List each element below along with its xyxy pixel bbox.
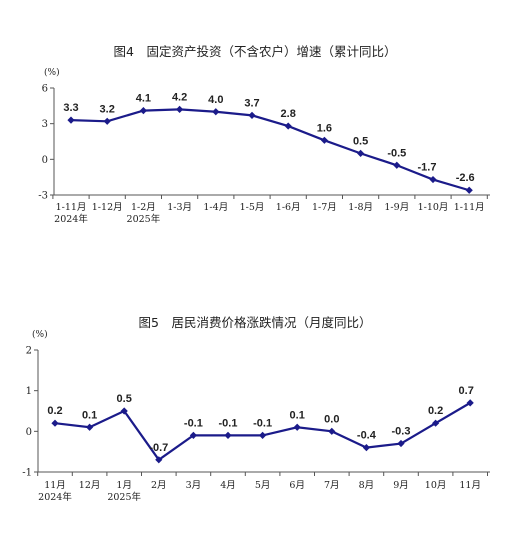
chart2-data-label: 0.5 (117, 393, 132, 405)
chart2-data-point (362, 444, 370, 452)
chart1-unit-label: (%) (44, 67, 60, 78)
chart1-xtick-label: 1-8月 (348, 202, 373, 213)
chart2-data-label: -0.1 (253, 417, 272, 429)
chart2-ytick-label: 1 (26, 386, 32, 397)
chart1-ytick-label: 0 (42, 155, 48, 166)
chart2-data-point (86, 423, 94, 431)
chart2-data-point (224, 431, 232, 439)
chart2-data-label: 0.1 (82, 409, 97, 421)
chart2-data-label: 0.0 (324, 413, 339, 425)
chart1-xtick-label: 1-12月 (92, 202, 123, 213)
cpi-chart: 图5 居民消费价格涨跌情况（月度同比） (%) 210-111月2024年12月… (22, 315, 490, 503)
chart2-ytick-label: 0 (26, 427, 32, 438)
chart1-data-label: 4.2 (172, 91, 187, 103)
chart1-xtick-sublabel: 2024年 (54, 213, 88, 225)
chart1-xtick-label: 1-5月 (240, 202, 265, 213)
chart2-xtick-label: 7月 (324, 480, 340, 491)
chart1-data-label: 4.0 (208, 94, 223, 106)
chart1-data-label: -1.7 (418, 162, 437, 174)
chart2-xtick-label: 11月 (459, 480, 481, 491)
chart1-data-point (139, 106, 147, 115)
chart2-xtick-sublabel: 2025年 (107, 491, 141, 503)
chart1-data-label: 4.1 (136, 93, 151, 105)
chart1-data-point (212, 108, 220, 116)
chart2-data-point (293, 423, 301, 431)
chart2-data-point (432, 419, 440, 427)
chart1-ytick-label: -3 (38, 191, 48, 202)
chart2-xtick-label: 8月 (359, 480, 375, 491)
chart1-xtick-label: 1-7月 (312, 202, 337, 213)
chart1-data-label: 3.3 (63, 102, 78, 114)
chart2-data-label: 0.2 (47, 405, 62, 417)
chart1-xtick-sublabel: 2025年 (127, 213, 161, 225)
chart1-data-point (429, 175, 437, 184)
chart2-title: 图5 居民消费价格涨跌情况（月度同比） (139, 315, 372, 330)
chart2-data-point (397, 439, 405, 448)
chart2-xtick-sublabel: 2024年 (38, 491, 72, 503)
chart1-xtick-label: 1-11月 (56, 202, 87, 213)
chart1-title: 图4 固定资产投资（不含农户）增速（累计同比） (114, 44, 397, 59)
chart2-unit-label: (%) (32, 329, 48, 340)
chart2-data-label: -0.1 (184, 417, 203, 429)
chart1-marks: 3.3 3.2 4.1 4.2 4.0 3.7 2.8 1.6 0.5 -0.5 -1.7 -2.6 (63, 91, 475, 194)
chart1-data-label: 3.7 (244, 97, 259, 109)
chart1-data-point (320, 136, 328, 144)
chart2-xtick-label: 3月 (186, 480, 202, 491)
chart2-xtick-label: 10月 (425, 480, 447, 491)
chart2-data-label: -0.1 (219, 417, 238, 429)
chart1-ytick-label: 6 (42, 84, 48, 95)
chart2-xtick-label: 4月 (220, 480, 236, 491)
chart1-data-point (248, 111, 256, 119)
chart1-series-line (70, 108, 470, 192)
chart1-data-label: 2.8 (281, 108, 296, 120)
chart1-data-point (393, 161, 401, 169)
chart2-xtick-label: 1月 (116, 480, 132, 491)
chart2-ytick-label: -1 (22, 468, 32, 479)
chart1-data-point (284, 122, 292, 130)
chart1-data-point (67, 116, 75, 124)
chart1-data-label: -2.6 (456, 172, 475, 184)
chart1-data-point (465, 186, 473, 194)
chart1-xtick-label: 1-9月 (384, 202, 409, 213)
chart1-xtick-label: 1-3月 (167, 202, 192, 213)
chart2-data-label: 0.2 (428, 405, 443, 417)
chart2-data-label: -0.4 (357, 430, 377, 442)
chart1-xtick-label: 1-6月 (276, 202, 301, 213)
chart2-data-point (259, 431, 267, 439)
chart1-data-point (103, 117, 111, 125)
chart1-data-label: -0.5 (387, 147, 406, 159)
chart1-xtick-label: 1-4月 (203, 202, 228, 213)
chart1-ytick-label: 3 (42, 119, 48, 130)
chart1-data-label: 3.2 (100, 103, 115, 115)
chart2-data-label: 0.1 (290, 409, 305, 421)
chart2-data-point (155, 456, 163, 464)
chart1-xtick-label: 1-2月 (131, 202, 156, 213)
chart2-data-label: -0.3 (392, 426, 411, 438)
chart2-marks: 0.2 0.1 0.5 -0.7 -0.1 -0.1 -0.1 0.1 0.0 -0.4 -0.3 0… (47, 385, 474, 464)
chart2-data-point (189, 431, 197, 439)
chart1-data-label: 1.6 (317, 122, 332, 134)
chart2-ytick-label: 2 (26, 346, 32, 357)
chart1-data-point (357, 149, 365, 157)
chart2-data-point (51, 419, 59, 427)
chart2-data-label: 0.7 (459, 385, 474, 397)
chart1-xtick-label: 1-10月 (418, 202, 449, 213)
chart1-data-point (176, 105, 184, 113)
chart2-data-label: -0.7 (149, 442, 168, 454)
chart1-data-label: 0.5 (353, 135, 368, 147)
chart2-data-point (120, 407, 128, 415)
fixed-asset-investment-chart: 图4 固定资产投资（不含农户）增速（累计同比） (%) 630-31-11月20… (38, 44, 490, 225)
chart2-xtick-label: 2月 (151, 480, 167, 491)
chart2-xtick-label: 9月 (393, 480, 409, 491)
chart2-xtick-label: 5月 (255, 480, 271, 491)
chart2-data-point (466, 399, 474, 407)
chart2-xtick-label: 12月 (79, 480, 101, 491)
chart2-data-point (328, 427, 336, 435)
chart2-xtick-label: 11月 (44, 480, 66, 491)
chart2-xtick-label: 6月 (289, 480, 305, 491)
chart1-xtick-label: 1-11月 (454, 202, 485, 213)
